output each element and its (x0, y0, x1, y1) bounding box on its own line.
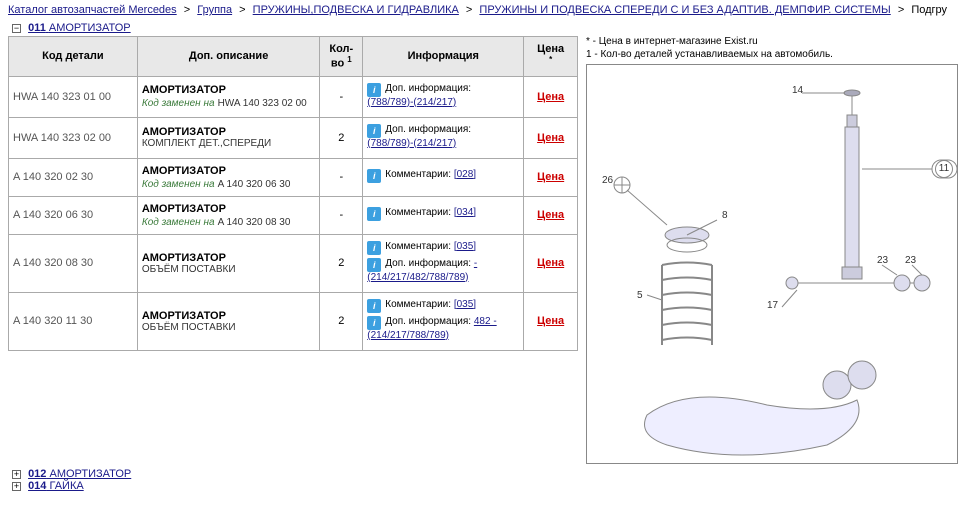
info-icon: i (367, 299, 381, 313)
breadcrumb: Каталог автозапчастей Mercedes > Группа … (0, 0, 960, 20)
callout-26: 26 (602, 175, 613, 186)
cell-quantity: - (320, 196, 363, 234)
info-icon: i (367, 83, 381, 97)
cell-price: Цена (524, 158, 578, 196)
section-link-011[interactable]: 011 АМОРТИЗАТОР (28, 22, 131, 34)
price-link[interactable]: Цена (537, 257, 564, 269)
cell-part-code: A 140 320 11 30 (9, 292, 138, 350)
section-link-014[interactable]: 014 ГАЙКА (28, 480, 84, 492)
info-link[interactable]: 482 -(214/217/788/789) (367, 316, 496, 341)
th-desc: Доп. описание (137, 37, 320, 77)
cell-part-code: A 140 320 08 30 (9, 234, 138, 292)
cell-information: iКомментарии: [035]iДоп. информация: 482… (363, 292, 524, 350)
breadcrumb-link-group[interactable]: Группа (197, 4, 232, 16)
cell-part-code: HWA 140 323 02 00 (9, 117, 138, 158)
breadcrumb-link-catalog[interactable]: Каталог автозапчастей Mercedes (8, 4, 177, 16)
info-link[interactable]: -(214/217/482/788/789) (367, 258, 477, 283)
cell-quantity: - (320, 76, 363, 117)
note-price: * - Цена в интернет-магазине Exist.ru (586, 36, 958, 47)
price-link[interactable]: Цена (537, 132, 564, 144)
info-link[interactable]: [034] (454, 207, 476, 218)
price-link[interactable]: Цена (537, 209, 564, 221)
cell-price: Цена (524, 292, 578, 350)
breadcrumb-link-cat2[interactable]: ПРУЖИНЫ И ПОДВЕСКА СПЕРЕДИ С И БЕЗ АДАПТ… (479, 4, 890, 16)
note-qty: 1 - Кол-во деталей устанавливаемых на ав… (586, 49, 958, 60)
callout-5: 5 (637, 290, 643, 301)
info-icon: i (367, 169, 381, 183)
info-link[interactable]: [035] (454, 299, 476, 310)
cell-quantity: 2 (320, 234, 363, 292)
section-link-012[interactable]: 012 АМОРТИЗАТОР (28, 468, 131, 480)
callout-17: 17 (767, 300, 778, 311)
cell-price: Цена (524, 234, 578, 292)
price-link[interactable]: Цена (537, 315, 564, 327)
table-row: A 140 320 02 30АМОРТИЗАТОРКод заменен на… (9, 158, 578, 196)
price-link[interactable]: Цена (537, 171, 564, 183)
info-link[interactable]: [035] (454, 241, 476, 252)
cell-part-code: HWA 140 323 01 00 (9, 76, 138, 117)
callout-8: 8 (722, 210, 728, 221)
cell-price: Цена (524, 117, 578, 158)
callout-11: 11 (935, 160, 953, 178)
cell-information: iКомментарии: [034] (363, 196, 524, 234)
cell-part-code: A 140 320 06 30 (9, 196, 138, 234)
info-link[interactable]: (788/789)-(214/217) (367, 138, 456, 149)
info-icon: i (367, 258, 381, 272)
th-info: Информация (363, 37, 524, 77)
cell-description: АМОРТИЗАТОРОБЪЁМ ПОСТАВКИ (137, 292, 320, 350)
table-row: A 140 320 08 30АМОРТИЗАТОРОБЪЁМ ПОСТАВКИ… (9, 234, 578, 292)
toggle-collapse-icon[interactable]: − (12, 24, 21, 33)
th-price: Цена* (524, 37, 578, 77)
info-icon: i (367, 124, 381, 138)
cell-part-code: A 140 320 02 30 (9, 158, 138, 196)
toggle-014-icon[interactable]: + (12, 482, 21, 491)
table-row: HWA 140 323 02 00АМОРТИЗАТОРКОМПЛЕКТ ДЕТ… (9, 117, 578, 158)
sections-below: + 012 АМОРТИЗАТОР + 014 ГАЙКА (0, 464, 960, 496)
cell-information: iДоп. информация: (788/789)-(214/217) (363, 76, 524, 117)
parts-table-wrap: Код детали Доп. описание Кол-во 1 Информ… (8, 36, 578, 464)
part-diagram: 14 11 26 8 17 5 23 23 (586, 64, 958, 464)
cell-description: АМОРТИЗАТОРКод заменен на A 140 320 06 3… (137, 158, 320, 196)
cell-description: АМОРТИЗАТОРКод заменен на HWA 140 323 02… (137, 76, 320, 117)
cell-quantity: 2 (320, 292, 363, 350)
price-link[interactable]: Цена (537, 91, 564, 103)
table-row: A 140 320 06 30АМОРТИЗАТОРКод заменен на… (9, 196, 578, 234)
info-icon: i (367, 207, 381, 221)
parts-table: Код детали Доп. описание Кол-во 1 Информ… (8, 36, 578, 351)
cell-description: АМОРТИЗАТОРКОМПЛЕКТ ДЕТ.,СПЕРЕДИ (137, 117, 320, 158)
cell-description: АМОРТИЗАТОРОБЪЁМ ПОСТАВКИ (137, 234, 320, 292)
table-row: HWA 140 323 01 00АМОРТИЗАТОРКод заменен … (9, 76, 578, 117)
info-link[interactable]: [028] (454, 169, 476, 180)
th-qty: Кол-во 1 (320, 37, 363, 77)
cell-quantity: - (320, 158, 363, 196)
breadcrumb-current: Подгру (911, 4, 947, 16)
toggle-012-icon[interactable]: + (12, 470, 21, 479)
cell-description: АМОРТИЗАТОРКод заменен на A 140 320 08 3… (137, 196, 320, 234)
cell-information: iКомментарии: [035]iДоп. информация: -(2… (363, 234, 524, 292)
callout-14: 14 (792, 85, 803, 96)
cell-information: iКомментарии: [028] (363, 158, 524, 196)
breadcrumb-link-cat1[interactable]: ПРУЖИНЫ,ПОДВЕСКА И ГИДРАВЛИКА (253, 4, 459, 16)
cell-price: Цена (524, 196, 578, 234)
info-link[interactable]: (788/789)-(214/217) (367, 97, 456, 108)
section-header-011: − 011 АМОРТИЗАТОР (0, 20, 960, 36)
info-icon: i (367, 241, 381, 255)
callout-23b: 23 (905, 255, 916, 266)
cell-price: Цена (524, 76, 578, 117)
callout-23a: 23 (877, 255, 888, 266)
right-panel: * - Цена в интернет-магазине Exist.ru 1 … (578, 36, 958, 464)
th-code: Код детали (9, 37, 138, 77)
info-icon: i (367, 316, 381, 330)
cell-quantity: 2 (320, 117, 363, 158)
cell-information: iДоп. информация: (788/789)-(214/217) (363, 117, 524, 158)
table-row: A 140 320 11 30АМОРТИЗАТОРОБЪЁМ ПОСТАВКИ… (9, 292, 578, 350)
